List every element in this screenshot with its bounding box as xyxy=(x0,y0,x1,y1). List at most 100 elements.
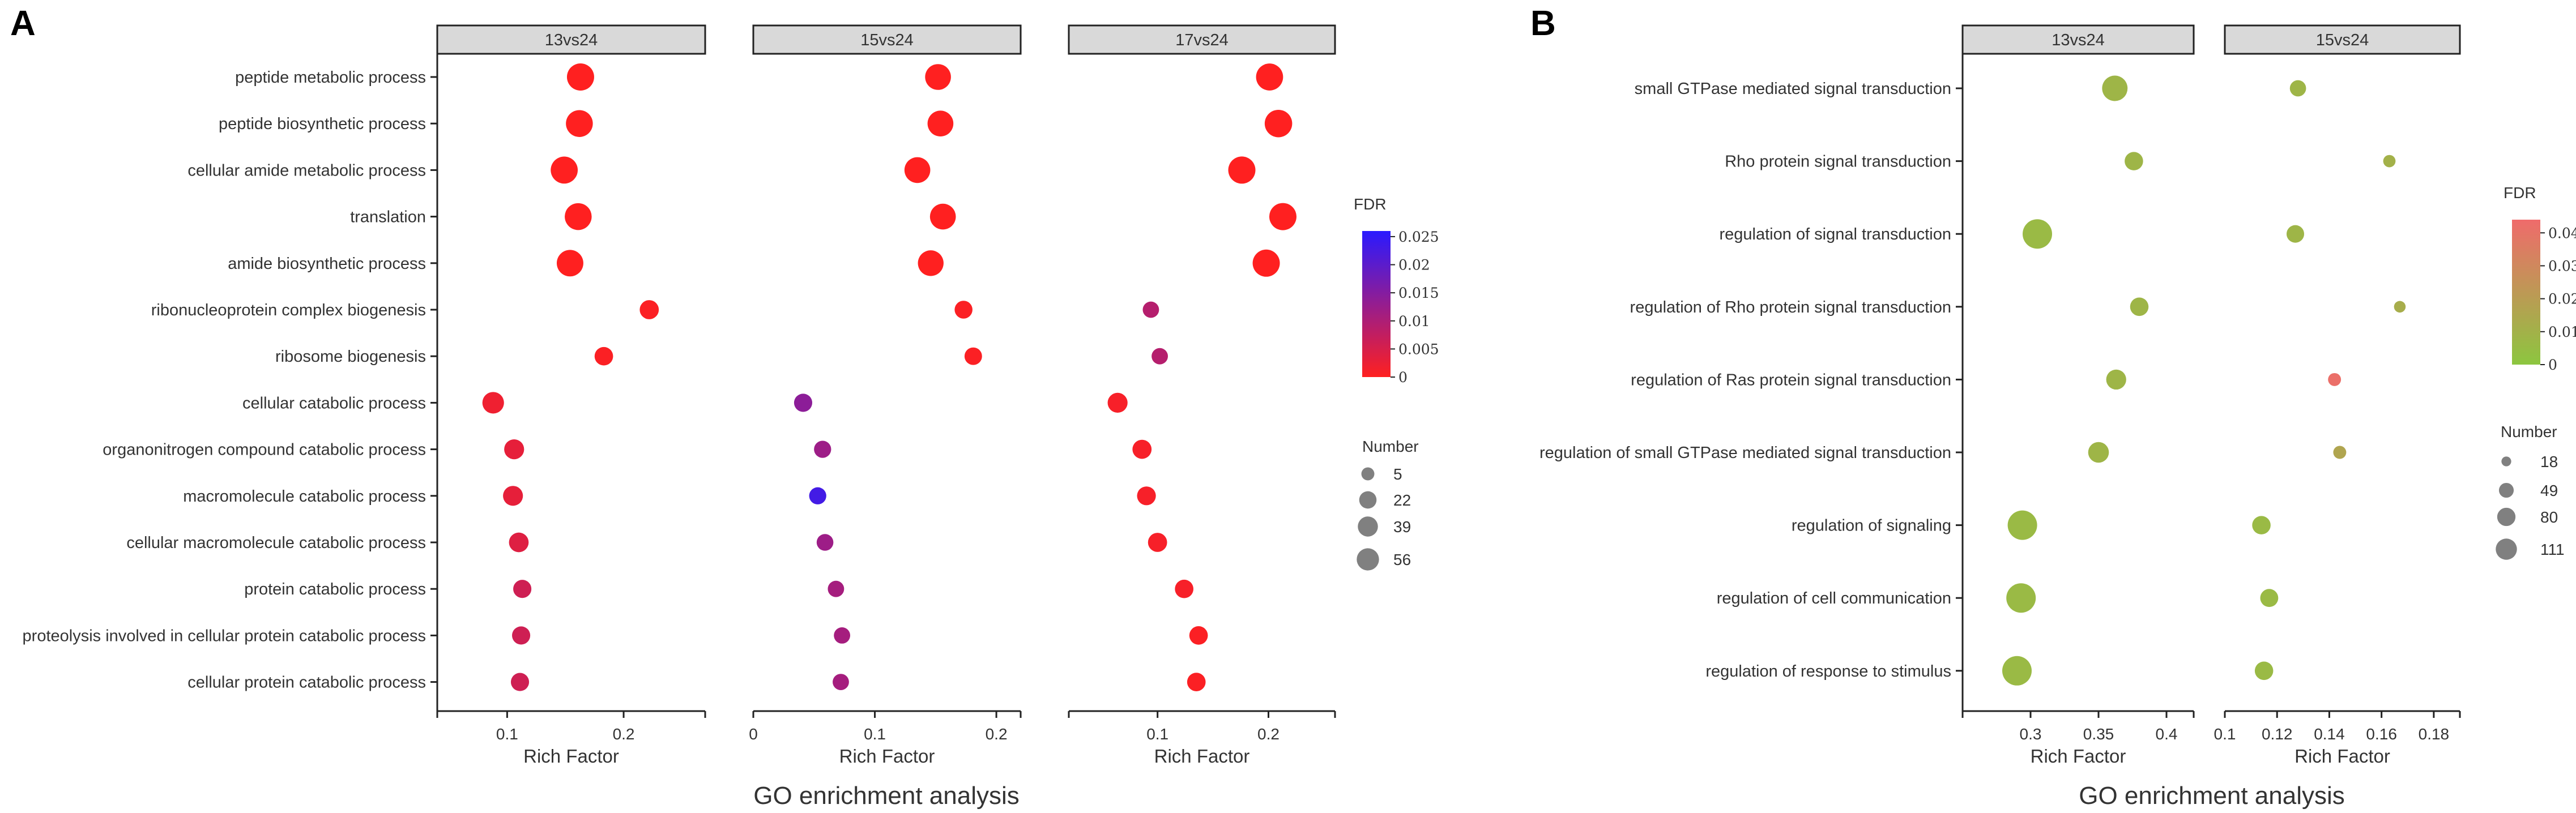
panel-a: peptide metabolic process peptide biosynt… xyxy=(23,24,1439,810)
size-legend-label: 111 xyxy=(2540,541,2565,558)
facet-header xyxy=(752,24,1022,55)
data-point xyxy=(503,486,523,506)
facet-header xyxy=(436,24,706,55)
x-tick-label: 0.2 xyxy=(986,725,1008,743)
x-tick-label: 0.4 xyxy=(2156,725,2178,743)
x-axis-title: Rich Factor xyxy=(2294,746,2390,767)
data-point xyxy=(565,203,592,230)
x-axis-title: Rich Factor xyxy=(1154,746,1250,767)
x-axis-title: Rich Factor xyxy=(2031,746,2126,767)
size-legend-dot xyxy=(2498,482,2514,498)
facet-header xyxy=(2224,24,2461,55)
y-tick-label: cellular amide metabolic process xyxy=(187,161,426,179)
size-legend-label: 56 xyxy=(1393,551,1411,568)
data-point xyxy=(833,674,849,691)
fdr-legend-tick-label: 0.02 xyxy=(1398,257,1430,273)
size-legend-title: Number xyxy=(1362,438,1419,455)
x-tick-label: 0.2 xyxy=(613,725,635,743)
data-point xyxy=(918,250,944,276)
data-point xyxy=(794,393,813,412)
figure-caption: GO enrichment analysis xyxy=(753,782,1020,810)
data-point xyxy=(2023,219,2052,249)
size-legend-dot xyxy=(2497,507,2516,527)
y-tick-label: cellular macromolecule catabolic process xyxy=(126,534,426,552)
data-point xyxy=(2125,152,2143,170)
data-point xyxy=(2006,583,2036,613)
y-tick-label: regulation of cell communication xyxy=(1717,589,1951,607)
data-point xyxy=(2383,155,2396,168)
x-tick-label: 0 xyxy=(749,725,758,743)
data-point xyxy=(2088,442,2109,463)
data-point xyxy=(512,626,531,645)
data-point xyxy=(1228,156,1256,184)
data-point xyxy=(2260,589,2279,607)
x-tick-label: 0.14 xyxy=(2314,725,2345,743)
data-point xyxy=(2289,80,2306,97)
data-point xyxy=(929,203,956,230)
data-point xyxy=(1132,439,1152,459)
facet-header xyxy=(1961,24,2195,55)
data-point xyxy=(2106,369,2126,390)
y-tick-label: regulation of signaling xyxy=(1792,517,1951,535)
fdr-colorbar xyxy=(1362,231,1391,377)
fdr-legend-tick-label: 0.01 xyxy=(2548,324,2576,340)
data-point xyxy=(1137,486,1156,506)
data-point xyxy=(566,63,594,91)
fdr-legend-tick-label: 0.04 xyxy=(2548,225,2576,241)
size-legend-title: Number xyxy=(2501,423,2557,440)
size-legend-label: 49 xyxy=(2540,482,2558,499)
data-point xyxy=(964,347,982,365)
data-point xyxy=(1252,249,1280,277)
data-point xyxy=(809,487,826,504)
data-point xyxy=(513,580,532,598)
data-point xyxy=(816,534,834,551)
data-point xyxy=(904,157,931,183)
data-point xyxy=(504,439,524,460)
data-point xyxy=(2007,510,2037,540)
data-point xyxy=(2252,516,2271,534)
data-point xyxy=(566,110,593,137)
data-point xyxy=(1256,63,1283,91)
y-tick-label: organonitrogen compound catabolic proces… xyxy=(103,441,426,459)
fdr-legend-tick-label: 0.015 xyxy=(1398,285,1439,301)
y-tick-label: proteolysis involved in cellular protein… xyxy=(23,627,426,645)
x-tick-label: 0.35 xyxy=(2083,725,2114,743)
data-point xyxy=(2328,373,2342,386)
x-axis-title: Rich Factor xyxy=(839,746,935,767)
x-axis-title: Rich Factor xyxy=(523,746,619,767)
size-legend-label: 5 xyxy=(1393,465,1402,483)
data-point xyxy=(1151,348,1168,365)
x-tick-label: 0.1 xyxy=(496,725,518,743)
data-point xyxy=(1175,579,1194,598)
y-tick-label: peptide metabolic process xyxy=(235,69,426,87)
size-legend-label: 80 xyxy=(2540,508,2558,526)
facet-header-label: 15vs24 xyxy=(860,31,914,49)
data-point xyxy=(1142,301,1159,318)
data-point xyxy=(2002,656,2032,686)
y-tick-label: regulation of Rho protein signal transdu… xyxy=(1630,298,1951,316)
data-point xyxy=(1107,392,1128,413)
data-point xyxy=(509,532,529,553)
y-tick-label: cellular protein catabolic process xyxy=(187,674,426,692)
figure-caption: GO enrichment analysis xyxy=(2079,782,2345,810)
size-legend-dot xyxy=(2496,538,2517,560)
x-tick-label: 0.16 xyxy=(2366,725,2397,743)
data-point xyxy=(2394,301,2406,313)
facet-header xyxy=(1068,24,1336,55)
y-tick-label: macromolecule catabolic process xyxy=(183,487,426,506)
y-tick-label: ribonucleoprotein complex biogenesis xyxy=(151,301,426,319)
y-tick-label: regulation of small GTPase mediated sign… xyxy=(1539,444,1951,462)
x-tick-label: 0.3 xyxy=(2020,725,2042,743)
fdr-legend-tick-label: 0.025 xyxy=(1398,229,1439,245)
y-tick-label: regulation of signal transduction xyxy=(1720,225,1951,243)
y-tick-label: peptide biosynthetic process xyxy=(219,115,426,133)
y-tick-label: regulation of Ras protein signal transdu… xyxy=(1631,371,1951,389)
fdr-legend-title: FDR xyxy=(2504,184,2536,202)
data-point xyxy=(482,392,504,414)
data-point xyxy=(2130,297,2149,316)
size-legend-label: 39 xyxy=(1393,518,1411,536)
fdr-legend-tick-label: 0.02 xyxy=(2548,291,2576,307)
facet-header-label: 13vs24 xyxy=(2052,31,2105,49)
size-legend-label: 22 xyxy=(1393,491,1411,509)
fdr-colorbar xyxy=(2512,220,2540,365)
